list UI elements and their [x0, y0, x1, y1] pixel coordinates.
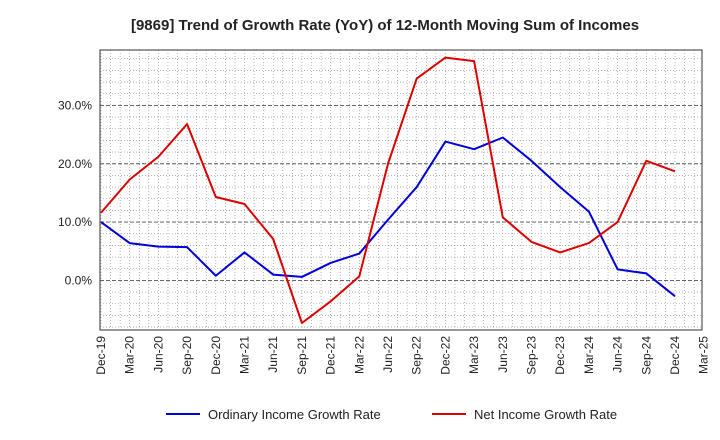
x-tick-label: Mar-23	[467, 336, 481, 374]
series-line-0	[100, 136, 676, 297]
x-tick-label: Dec-19	[94, 336, 108, 375]
y-tick-label: 20.0%	[58, 157, 92, 171]
legend-label: Net Income Growth Rate	[474, 407, 617, 422]
legend-label: Ordinary Income Growth Rate	[208, 407, 381, 422]
chart-title: [9869] Trend of Growth Rate (YoY) of 12-…	[131, 17, 639, 34]
x-tick-label: Sep-23	[525, 336, 539, 375]
x-tick-label: Mar-22	[352, 336, 366, 374]
x-tick-label: Mar-21	[238, 336, 252, 374]
series-lines	[100, 56, 676, 324]
x-tick-label: Jun-21	[266, 336, 280, 373]
x-tick-label: Mar-20	[123, 336, 137, 374]
x-tick-label: Sep-24	[639, 336, 653, 375]
grid	[99, 49, 703, 331]
y-tick-label: 0.0%	[65, 273, 93, 287]
x-tick-label: Dec-23	[553, 336, 567, 375]
legend: Ordinary Income Growth Rate Net Income Gr…	[166, 407, 617, 422]
x-tick-label: Jun-20	[151, 336, 165, 373]
x-tick-label: Dec-21	[324, 336, 338, 375]
x-tick-label: Jun-23	[496, 336, 510, 373]
x-tick-label: Dec-20	[209, 336, 223, 375]
plot-area	[99, 49, 703, 331]
x-tick-label: Sep-21	[295, 336, 309, 375]
x-tick-label: Sep-22	[410, 336, 424, 375]
x-tick-label: Jun-22	[381, 336, 395, 373]
axes: 0.0% 10.0% 20.0% 30.0% Dec-19 Mar-20 Jun-20 Sep…	[58, 98, 711, 374]
x-tick-label: Jun-24	[611, 336, 625, 373]
x-tick-label: Mar-24	[582, 336, 596, 374]
x-tick-label: Dec-24	[668, 336, 682, 375]
series-line-1	[100, 56, 676, 324]
x-tick-label: Sep-20	[180, 336, 194, 375]
x-tick-label: Dec-22	[438, 336, 452, 375]
y-tick-label: 10.0%	[58, 215, 92, 229]
y-tick-label: 30.0%	[58, 98, 92, 112]
x-tick-label: Mar-25	[697, 336, 711, 374]
